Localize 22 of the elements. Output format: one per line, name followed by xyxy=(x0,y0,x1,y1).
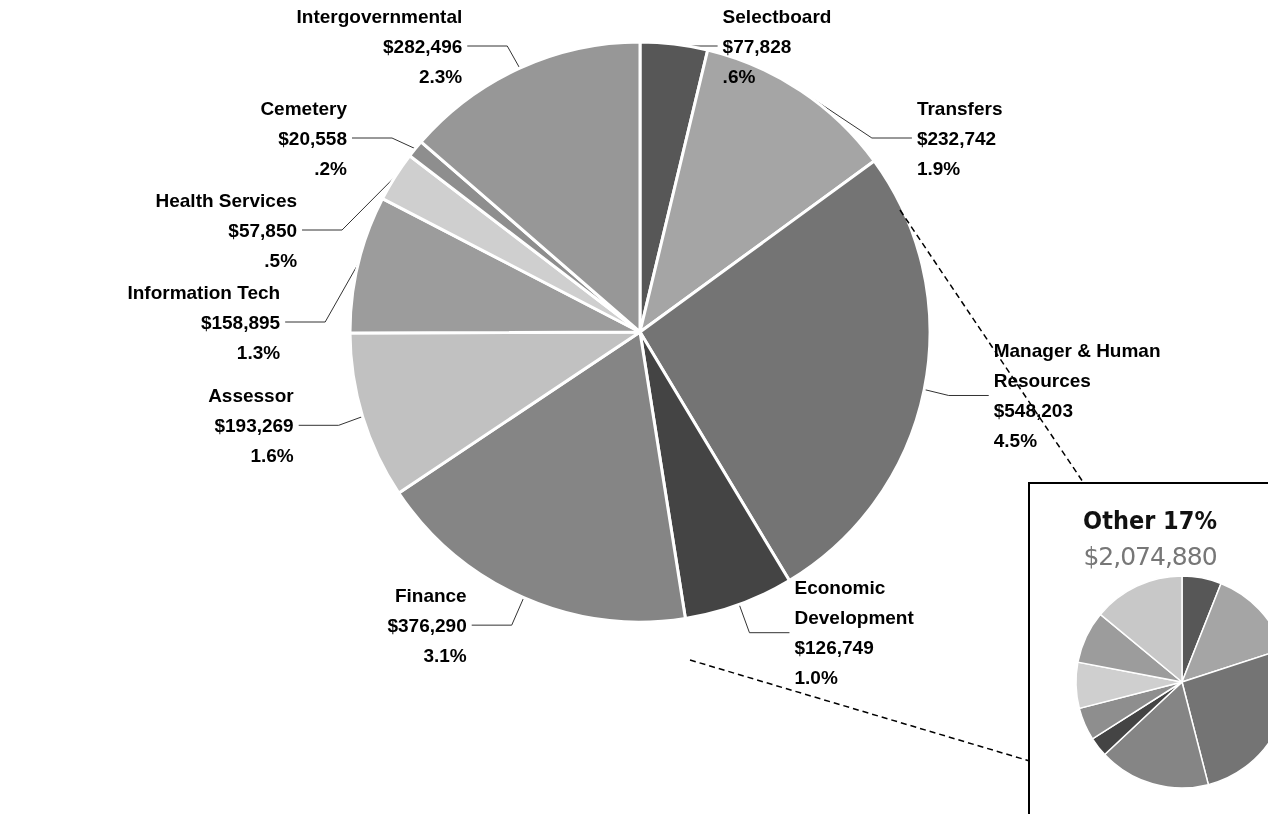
data-label: $376,290 3.1% xyxy=(387,614,467,666)
slice-label: Information Tech xyxy=(127,281,281,303)
slice-label: Intergovernmental xyxy=(296,5,463,27)
slice-label: Transfers xyxy=(916,97,1003,119)
slice-label: Health Services xyxy=(155,189,298,211)
data-label: $232,742 1.9% xyxy=(916,127,997,179)
data-label: $20,558 .2% xyxy=(278,127,348,179)
slice-label: Assessor xyxy=(208,384,295,406)
text: $2,074,880 xyxy=(1082,542,1218,571)
data-label: $77,828 .6% xyxy=(722,35,792,87)
data-label: $57,850 .5% xyxy=(228,219,298,271)
text: Other 17% xyxy=(1082,506,1218,535)
data-label: $193,269 1.6% xyxy=(214,414,294,466)
data-label: $158,895 1.3% xyxy=(200,311,281,363)
data-label: $282,496 2.3% xyxy=(383,35,463,87)
slice-label: Cemetery xyxy=(260,97,348,119)
data-label: $548,203 4.5% xyxy=(993,399,1073,451)
slice-label: Manager & Human Resources xyxy=(993,339,1166,391)
slice-label: Selectboard xyxy=(722,5,832,27)
slice-label: Economic Development xyxy=(794,577,915,629)
data-label: $126,749 1.0% xyxy=(794,637,874,689)
slice-label: Finance xyxy=(394,584,467,606)
